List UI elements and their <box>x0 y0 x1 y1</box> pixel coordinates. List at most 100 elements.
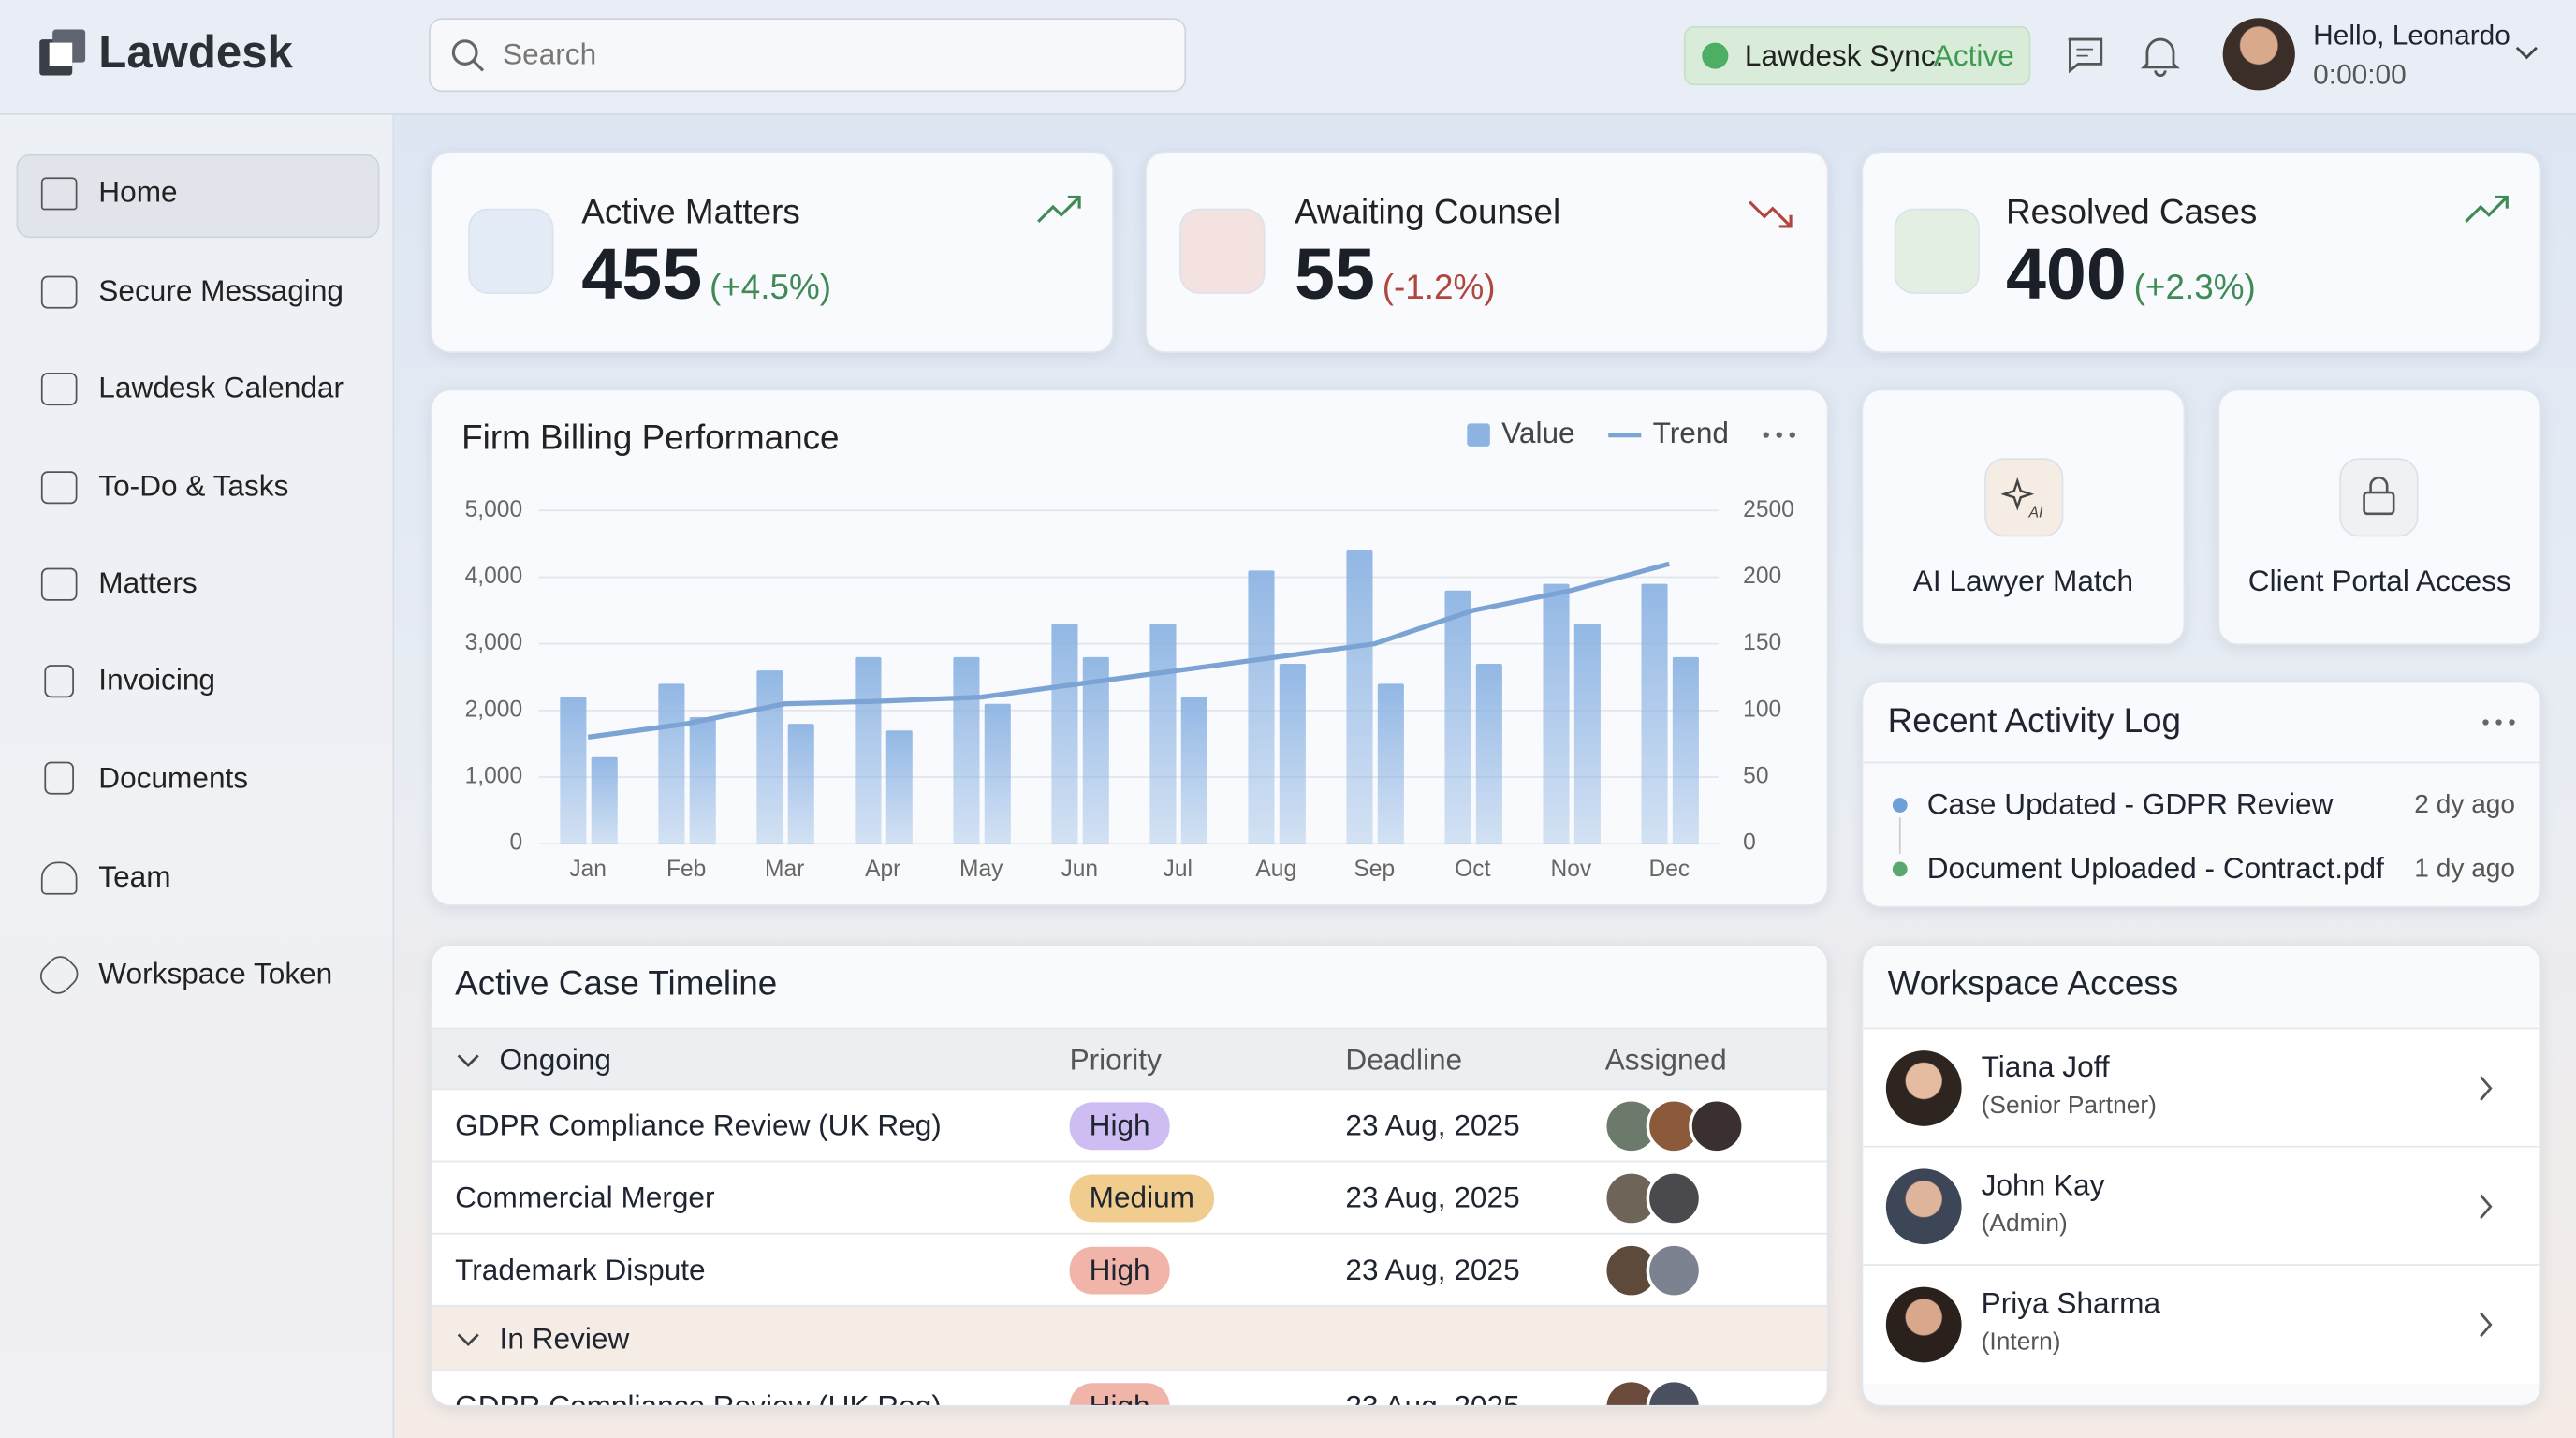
column-header: Deadline <box>1345 1042 1463 1076</box>
bar <box>787 724 814 844</box>
activity-title: Recent Activity Log <box>1887 702 2182 741</box>
member-role: (Senior Partner) <box>1981 1092 2157 1120</box>
nav-item[interactable]: Invoicing <box>98 663 216 697</box>
case-name: Trademark Dispute <box>455 1253 706 1286</box>
bar <box>953 656 980 844</box>
access-card: Workspace Access Tiana Joff (Senior Part… <box>1861 944 2542 1407</box>
y-tick-label: 5,000 <box>465 497 522 522</box>
stat-value: 455 <box>581 234 703 315</box>
search-box[interactable]: Search <box>429 18 1187 93</box>
case-row[interactable]: Commercial Merger Medium 23 Aug, 2025 <box>432 1160 1827 1235</box>
member-row[interactable]: John Kay (Admin) <box>1863 1145 2540 1266</box>
divider <box>1863 761 2540 764</box>
bar <box>1641 583 1668 844</box>
x-tick-label: Feb <box>666 857 706 882</box>
sync-status[interactable]: Lawdesk Sync: Active <box>1683 26 2031 86</box>
member-row[interactable]: Tiana Joff (Senior Partner) <box>1863 1027 2540 1148</box>
logo <box>39 29 86 76</box>
x-tick-label: May <box>959 857 1003 882</box>
nav-item[interactable]: Workspace Token <box>98 957 333 990</box>
case-row[interactable]: GDPR Compliance Review (UK Reg) High 23 … <box>432 1088 1827 1163</box>
nav-icon <box>44 761 74 795</box>
activity-card: Recent Activity Log Case Updated - GDPR … <box>1861 681 2542 908</box>
more-button[interactable] <box>1763 432 1795 438</box>
activity-time: 1 dy ago <box>2414 855 2516 884</box>
nav-item[interactable]: To-Do & Tasks <box>98 469 289 503</box>
nav-item[interactable]: Home <box>98 175 178 209</box>
member-role: (Admin) <box>1981 1210 2068 1239</box>
y2-tick-label: 150 <box>1743 630 1781 655</box>
legend-swatch <box>1467 423 1490 447</box>
bar <box>1279 664 1306 844</box>
nav-item[interactable]: Team <box>98 859 171 893</box>
y-tick-label: 2,000 <box>465 697 522 722</box>
chart-title: Firm Billing Performance <box>461 418 839 457</box>
y2-tick-label: 2500 <box>1743 497 1794 522</box>
quick-action[interactable]: AI AI Lawyer Match <box>1861 389 2186 646</box>
member-avatar <box>1885 1050 1962 1126</box>
notifications-icon[interactable] <box>2141 35 2180 78</box>
stat-value-group: 55 (-1.2%) <box>1295 235 1496 317</box>
stat-card[interactable]: Awaiting Counsel 55 (-1.2%) <box>1145 151 1829 353</box>
bar <box>658 683 685 844</box>
stat-icon <box>1894 208 1980 294</box>
x-tick-label: Jul <box>1164 857 1193 882</box>
stat-value: 55 <box>1295 234 1375 315</box>
x-tick-label: Dec <box>1648 857 1690 882</box>
ai-icon: AI <box>2000 477 2043 521</box>
column-header: Priority <box>1069 1042 1162 1076</box>
case-name: Commercial Merger <box>455 1181 715 1214</box>
y2-tick-label: 50 <box>1743 764 1768 789</box>
activity-connector <box>1898 817 1901 854</box>
bar <box>855 656 882 844</box>
case-row[interactable]: GDPR Compliance Review (UK Reg) High 23 … <box>432 1369 1827 1407</box>
stat-card[interactable]: Active Matters 455 (+4.5%) <box>430 151 1114 353</box>
timer: 0:00:00 <box>2313 59 2407 91</box>
nav-item[interactable]: Secure Messaging <box>98 273 344 307</box>
assignee-avatar <box>1646 1170 1703 1226</box>
nav-icon <box>40 471 78 505</box>
group-header[interactable]: Ongoing Priority Deadline Assigned <box>432 1027 1827 1091</box>
stat-icon <box>1179 208 1266 294</box>
user-avatar[interactable] <box>2222 18 2295 91</box>
chevron-right <box>2480 1076 2493 1101</box>
group-name: Ongoing <box>499 1042 612 1076</box>
x-tick-label: Sep <box>1354 857 1395 882</box>
case-name: GDPR Compliance Review (UK Reg) <box>455 1389 942 1407</box>
user-menu-chevron[interactable] <box>2515 44 2539 61</box>
bar <box>1051 624 1078 844</box>
group-header[interactable]: In Review <box>432 1304 1827 1372</box>
y2-tick-label: 200 <box>1743 564 1781 589</box>
search-icon <box>451 39 485 72</box>
bar <box>1149 624 1177 844</box>
lock-icon <box>2363 476 2395 516</box>
x-tick-label: Oct <box>1455 857 1490 882</box>
collapse-icon <box>457 1054 479 1067</box>
sidebar <box>0 114 395 1438</box>
activity-text: Document Uploaded - Contract.pdf <box>1926 852 2384 886</box>
messages-icon[interactable] <box>2065 37 2104 76</box>
bar <box>1248 570 1275 844</box>
stat-card[interactable]: Resolved Cases 400 (+2.3%) <box>1861 151 2542 353</box>
chevron-right <box>2480 1312 2493 1338</box>
stat-label: Active Matters <box>581 193 800 232</box>
collapse-icon <box>457 1333 479 1347</box>
nav-item[interactable]: Lawdesk Calendar <box>98 371 344 404</box>
more-button[interactable] <box>2481 715 2517 728</box>
quick-action[interactable]: Client Portal Access <box>2217 389 2542 646</box>
nav-item[interactable]: Matters <box>98 565 198 599</box>
y-tick-label: 1,000 <box>465 764 522 789</box>
priority-pill: High <box>1069 1383 1170 1405</box>
case-row[interactable]: Trademark Dispute High 23 Aug, 2025 <box>432 1232 1827 1307</box>
bar <box>1475 664 1502 844</box>
bar <box>1573 624 1601 844</box>
member-row[interactable]: Priya Sharma (Intern) <box>1863 1264 2540 1385</box>
action-label: AI Lawyer Match <box>1912 565 2134 598</box>
sync-label: Lawdesk Sync: <box>1744 39 1944 73</box>
deadline: 23 Aug, 2025 <box>1345 1108 1520 1142</box>
bar <box>1346 550 1373 844</box>
nav-item[interactable]: Documents <box>98 761 249 795</box>
case-name: GDPR Compliance Review (UK Reg) <box>455 1108 942 1142</box>
